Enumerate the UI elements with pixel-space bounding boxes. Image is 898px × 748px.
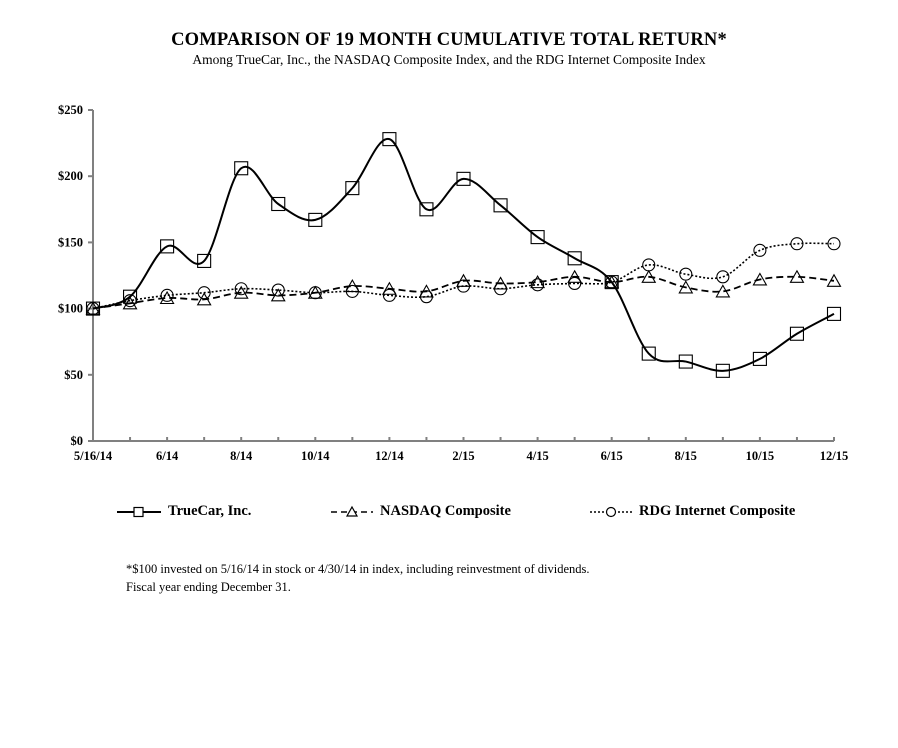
data-point-nasdaq-composite bbox=[641, 269, 657, 283]
data-point-nasdaq-composite bbox=[270, 288, 286, 302]
data-point-nasdaq-composite bbox=[344, 278, 360, 293]
data-point-nasdaq-composite bbox=[826, 273, 842, 287]
data-point-nasdaq-composite bbox=[789, 269, 805, 283]
data-point-truecar-inc bbox=[197, 253, 212, 268]
y-tick-label: $50 bbox=[64, 368, 83, 382]
x-tick-label: 6/14 bbox=[156, 449, 179, 463]
data-point-truecar-inc bbox=[678, 354, 693, 369]
data-point-rdg-internet-composite bbox=[753, 243, 767, 257]
data-point-nasdaq-composite bbox=[715, 284, 731, 298]
data-point-nasdaq-composite bbox=[233, 285, 249, 299]
legend-item-nasdaq: NASDAQ Composite bbox=[330, 503, 511, 520]
data-point-truecar-inc bbox=[160, 239, 175, 254]
data-point-truecar-inc bbox=[752, 351, 767, 366]
data-point-nasdaq-composite bbox=[678, 280, 694, 294]
data-point-truecar-inc bbox=[530, 230, 545, 245]
legend-square-marker-icon bbox=[117, 506, 161, 517]
data-point-nasdaq-composite bbox=[85, 301, 101, 315]
data-point-truecar-inc bbox=[567, 251, 582, 266]
data-point-rdg-internet-composite bbox=[568, 276, 582, 290]
data-point-truecar-inc bbox=[271, 196, 286, 212]
y-axis-labels: $0 $50 $100 $150 $200 $250 bbox=[58, 103, 83, 448]
x-tick-label: 12/14 bbox=[375, 449, 404, 463]
x-tick-label: 10/14 bbox=[301, 449, 330, 463]
data-point-nasdaq-composite bbox=[604, 275, 620, 289]
data-point-truecar-inc bbox=[641, 346, 656, 361]
data-point-truecar-inc bbox=[85, 301, 101, 316]
y-tick-label: $200 bbox=[58, 169, 83, 183]
chart-subtitle: Among TrueCar, Inc., the NASDAQ Composit… bbox=[192, 52, 706, 67]
data-point-nasdaq-composite bbox=[456, 273, 471, 287]
data-point-rdg-internet-composite bbox=[382, 288, 396, 302]
data-point-nasdaq-composite bbox=[196, 292, 212, 306]
legend-item-rdg: RDG Internet Composite bbox=[589, 503, 795, 520]
data-point-nasdaq-composite bbox=[381, 281, 397, 295]
data-point-truecar-inc bbox=[826, 306, 842, 321]
footnote: *$100 invested on 5/16/14 in stock or 4/… bbox=[126, 560, 590, 596]
data-point-rdg-internet-composite bbox=[790, 237, 804, 251]
data-point-nasdaq-composite bbox=[419, 284, 434, 298]
x-tick-label: 12/15 bbox=[820, 449, 848, 463]
data-point-nasdaq-composite bbox=[159, 290, 175, 305]
data-point-rdg-internet-composite bbox=[234, 282, 248, 296]
data-point-truecar-inc bbox=[789, 326, 805, 341]
x-tick-label: 8/14 bbox=[230, 449, 253, 463]
y-tick-label: $0 bbox=[71, 434, 84, 448]
chart-plot: $0 $50 $100 $150 $200 $250 5/16/14 6/14 8/14 10/… bbox=[58, 103, 848, 463]
data-point-nasdaq-composite bbox=[567, 269, 583, 283]
data-point-truecar-inc bbox=[382, 132, 397, 147]
data-point-rdg-internet-composite bbox=[679, 267, 693, 281]
y-tick-label: $250 bbox=[58, 103, 83, 117]
data-point-truecar-inc bbox=[308, 212, 323, 227]
data-point-rdg-internet-composite bbox=[160, 288, 174, 302]
footnote-line-1: *$100 invested on 5/16/14 in stock or 4/… bbox=[126, 562, 590, 576]
legend-label-truecar: TrueCar, Inc. bbox=[168, 503, 252, 519]
legend-item-truecar: TrueCar, Inc. bbox=[116, 503, 251, 520]
data-point-rdg-internet-composite bbox=[197, 286, 211, 300]
legend-label-rdg: RDG Internet Composite bbox=[639, 503, 796, 519]
series-markers bbox=[85, 132, 842, 378]
axes bbox=[88, 109, 835, 442]
series-lines bbox=[92, 138, 835, 372]
legend-triangle-marker-icon bbox=[331, 505, 373, 517]
series-line-nasdaq-composite bbox=[92, 275, 835, 310]
data-point-truecar-inc bbox=[345, 181, 360, 196]
data-point-nasdaq-composite bbox=[493, 276, 508, 290]
footnote-line-2: Fiscal year ending December 31. bbox=[126, 580, 291, 594]
data-point-nasdaq-composite bbox=[307, 285, 323, 299]
data-point-nasdaq-composite bbox=[530, 275, 546, 289]
data-point-truecar-inc bbox=[456, 171, 471, 186]
data-point-truecar-inc bbox=[715, 363, 730, 378]
data-point-truecar-inc bbox=[234, 161, 249, 176]
data-point-truecar-inc bbox=[604, 275, 619, 290]
series-line-truecar-inc bbox=[92, 138, 835, 372]
data-point-truecar-inc bbox=[493, 198, 508, 213]
chart-title: COMPARISON OF 19 MONTH CUMULATIVE TOTAL … bbox=[171, 30, 727, 50]
legend-label-nasdaq: NASDAQ Composite bbox=[380, 503, 511, 519]
x-tick-label: 10/15 bbox=[746, 449, 774, 463]
series-line-rdg-internet-composite bbox=[92, 242, 835, 310]
x-tick-label: 4/15 bbox=[526, 449, 548, 463]
data-point-rdg-internet-composite bbox=[531, 278, 545, 292]
x-tick-label: 6/15 bbox=[601, 449, 623, 463]
x-axis-labels: 5/16/14 6/14 8/14 10/14 12/14 2/15 4/15 6/15 8/1… bbox=[74, 449, 848, 463]
data-point-truecar-inc bbox=[419, 202, 434, 217]
x-tick-label: 5/16/14 bbox=[74, 449, 113, 463]
y-tick-label: $150 bbox=[58, 235, 83, 249]
data-point-truecar-inc bbox=[123, 289, 138, 304]
y-tick-label: $100 bbox=[58, 302, 83, 316]
data-point-rdg-internet-composite bbox=[271, 283, 285, 297]
x-tick-label: 2/15 bbox=[452, 449, 474, 463]
x-tick-label: 8/15 bbox=[675, 449, 697, 463]
legend-circle-marker-icon bbox=[590, 506, 632, 517]
data-point-rdg-internet-composite bbox=[716, 270, 730, 284]
data-point-rdg-internet-composite bbox=[827, 237, 841, 251]
data-point-nasdaq-composite bbox=[752, 272, 768, 286]
